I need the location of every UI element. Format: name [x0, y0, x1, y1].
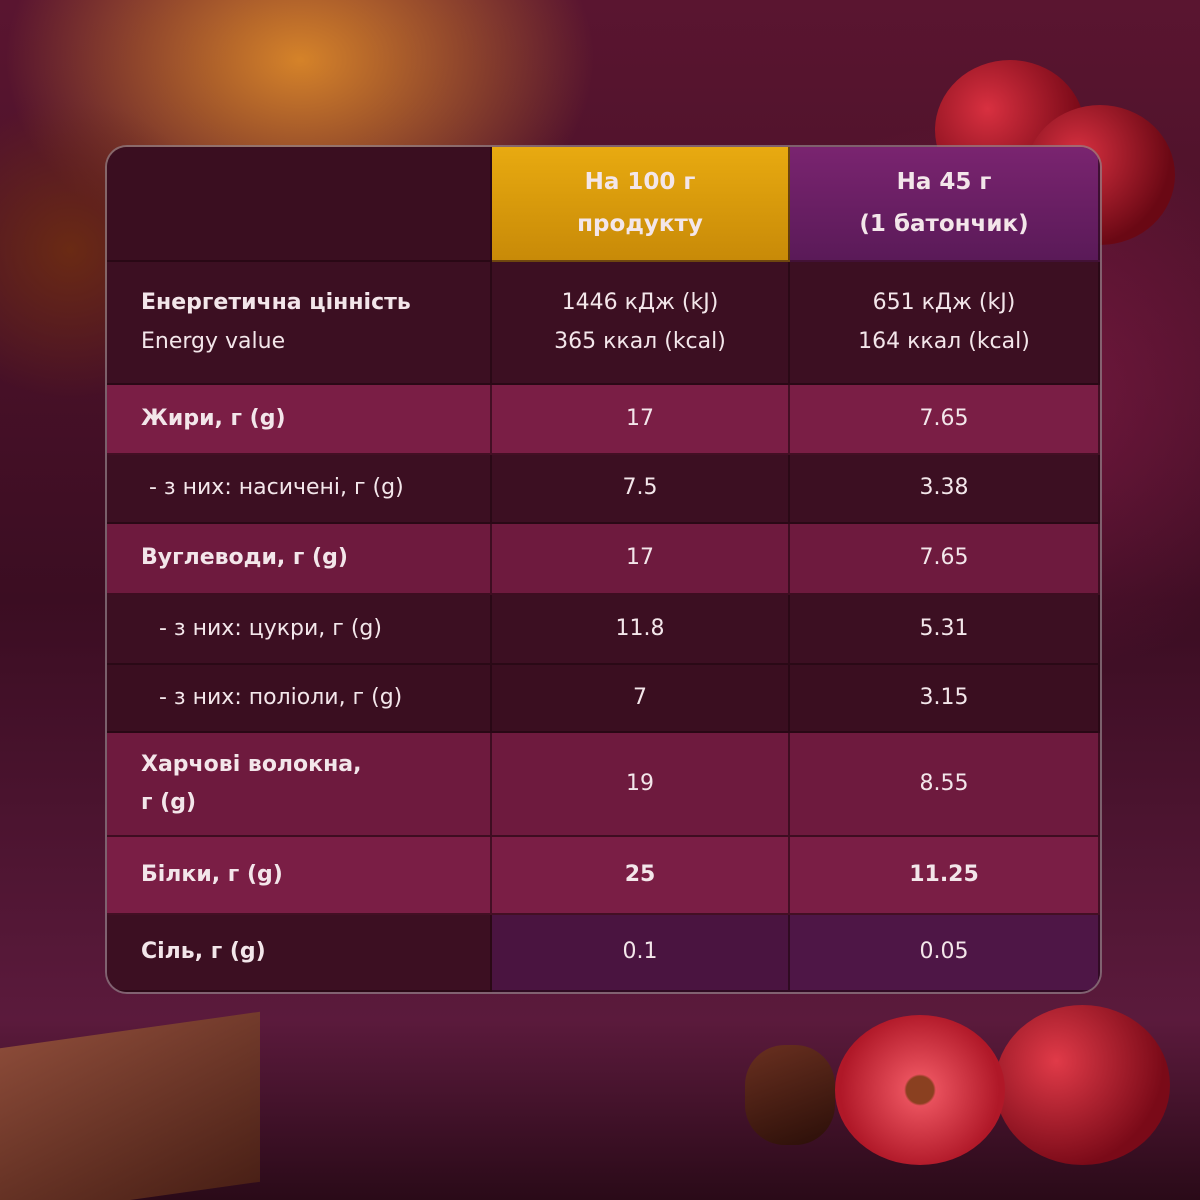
cell-text: 25: [624, 861, 656, 887]
cell-text: - з них: цукри, г (g): [159, 615, 382, 641]
value-cell: 11.25: [790, 837, 1100, 915]
value-cell: 1446 кДж (kJ) 365 ккал (kcal): [492, 262, 790, 385]
value-cell: 3.15: [790, 665, 1100, 733]
cell-text: Енергетична цінність: [141, 290, 411, 315]
cell-text: - з них: поліоли, г (g): [159, 684, 403, 710]
cell-text: 7: [633, 684, 647, 710]
value-cell: 7.65: [790, 524, 1100, 595]
cell-text: 0.1: [622, 939, 658, 965]
cell-text: Вуглеводи, г (g): [141, 545, 348, 571]
row-label: - з них: насичені, г (g): [107, 455, 492, 524]
value-cell: 5.31: [790, 595, 1100, 665]
cell-text: 7.65: [919, 545, 969, 571]
cell-text: Сіль, г (g): [141, 939, 266, 965]
cell-text: Харчові волокна,: [141, 751, 362, 777]
cell-text: 19: [626, 770, 654, 796]
value-cell: 7.65: [790, 385, 1100, 455]
cell-text: (1 батончик): [859, 210, 1029, 237]
value-cell: 19: [492, 733, 790, 837]
row-label: Сіль, г (g): [107, 915, 492, 992]
cell-text: 651 кДж (kJ): [872, 290, 1016, 315]
cell-text: 11.25: [909, 861, 979, 887]
header-empty: [107, 147, 492, 262]
value-cell: 17: [492, 385, 790, 455]
value-cell: 17: [492, 524, 790, 595]
value-cell: 25: [492, 837, 790, 915]
cell-text: 5.31: [919, 615, 969, 641]
value-cell: 7.5: [492, 455, 790, 524]
cell-text: Білки, г (g): [141, 861, 283, 887]
chocolate-piece: [745, 1045, 835, 1145]
cell-text: 7.65: [919, 405, 969, 431]
cell-text: 164 ккал (kcal): [858, 328, 1030, 354]
cherry: [995, 1005, 1170, 1165]
row-label: Харчові волокна, г (g): [107, 733, 492, 837]
row-label: - з них: поліоли, г (g): [107, 665, 492, 733]
cell-text: - з них: насичені, г (g): [149, 475, 404, 501]
cell-text: 365 ккал (kcal): [554, 328, 726, 354]
row-label: Енергетична цінність Energy value: [107, 262, 492, 385]
cell-text: На 45 г: [896, 169, 992, 196]
cell-text: 8.55: [919, 770, 969, 796]
row-label: Білки, г (g): [107, 837, 492, 915]
cell-text: 3.15: [919, 684, 969, 710]
value-cell: 8.55: [790, 733, 1100, 837]
cell-text: 17: [626, 405, 654, 431]
value-cell: 0.05: [790, 915, 1100, 992]
column-header: На 45 г (1 батончик): [790, 147, 1100, 262]
cell-text: На 100 г: [584, 169, 696, 196]
cherry-half: [835, 1015, 1005, 1165]
value-cell: 7: [492, 665, 790, 733]
row-label: Вуглеводи, г (g): [107, 524, 492, 595]
value-cell: 0.1: [492, 915, 790, 992]
cell-text: 7.5: [622, 475, 658, 501]
cell-text: 11.8: [615, 615, 665, 641]
value-cell: 3.38: [790, 455, 1100, 524]
cell-text: 1446 кДж (kJ): [561, 290, 719, 315]
cell-text: г (g): [141, 790, 197, 815]
value-cell: 11.8: [492, 595, 790, 665]
cell-text: продукту: [577, 210, 703, 237]
cell-text: Жири, г (g): [141, 405, 286, 431]
cell-text: 17: [626, 545, 654, 571]
nutrition-table: На 100 г продукту На 45 г (1 батончик) Енерг…: [105, 145, 1102, 994]
value-cell: 651 кДж (kJ) 164 ккал (kcal): [790, 262, 1100, 385]
row-label: Жири, г (g): [107, 385, 492, 455]
chocolate-bar: [0, 1011, 260, 1200]
cell-text: 0.05: [919, 939, 969, 965]
row-label: - з них: цукри, г (g): [107, 595, 492, 665]
cell-text: Energy value: [141, 328, 286, 354]
column-header: На 100 г продукту: [492, 147, 790, 262]
cell-text: 3.38: [919, 475, 969, 501]
